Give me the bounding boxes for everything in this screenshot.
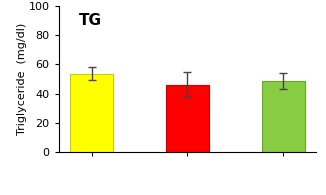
Bar: [166, 85, 209, 152]
Bar: [70, 74, 113, 152]
Y-axis label: Triglyceride  (mg/dl): Triglyceride (mg/dl): [17, 23, 27, 135]
Bar: [261, 81, 304, 152]
Text: TG: TG: [79, 13, 102, 28]
